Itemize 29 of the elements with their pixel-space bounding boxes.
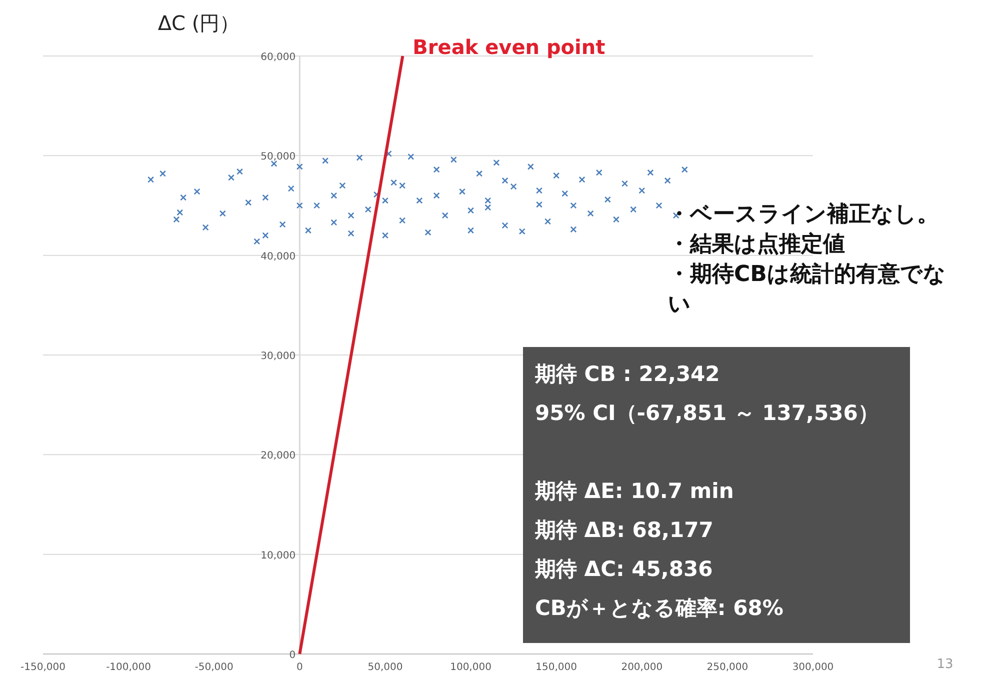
annotation: 期待 ΔB: 68,177 [535, 517, 714, 544]
annotation: ・期待CBは統計的有意でない [668, 261, 947, 319]
y-tick-label: 30,000 [260, 351, 296, 362]
y-tick-label: 50,000 [260, 152, 296, 163]
x-tick-label: 300,000 [792, 662, 834, 673]
annotation: ・結果は点推定値 [668, 230, 846, 259]
x-tick-label: -150,000 [20, 662, 66, 673]
annotation: ・ベースライン補正なし。 [668, 201, 940, 229]
x-tick-label: 50,000 [368, 662, 403, 673]
y-axis-title: ΔC (円） [158, 11, 240, 35]
text: 13 [936, 657, 954, 672]
x-tick-label: 0 [296, 662, 303, 673]
x-tick-label: -100,000 [106, 662, 152, 673]
x-tick-label: -50,000 [194, 662, 234, 673]
annotation: 期待 ΔC: 45,836 [535, 556, 714, 583]
y-tick-label: 10,000 [260, 550, 296, 562]
x-tick-label: 200,000 [621, 662, 663, 673]
annotation: 期待 ΔE: 10.7 min [535, 478, 735, 505]
annotation: Break even point [412, 35, 606, 59]
y-tick-label: 20,000 [260, 450, 296, 462]
x-tick-label: 250,000 [706, 662, 748, 673]
y-tick-label: 0 [289, 650, 296, 661]
x-tick-label: 150,000 [536, 662, 578, 673]
x-tick-label: 100,000 [450, 662, 492, 673]
annotation: 95% CI（-67,851 ～ 137,536） [535, 400, 880, 427]
annotation: 期待 CB : 22,342 [535, 361, 721, 388]
y-tick-label: 40,000 [260, 251, 296, 262]
y-tick-label: 60,000 [260, 52, 296, 63]
annotation: CBが＋となる確率: 68% [535, 595, 784, 622]
